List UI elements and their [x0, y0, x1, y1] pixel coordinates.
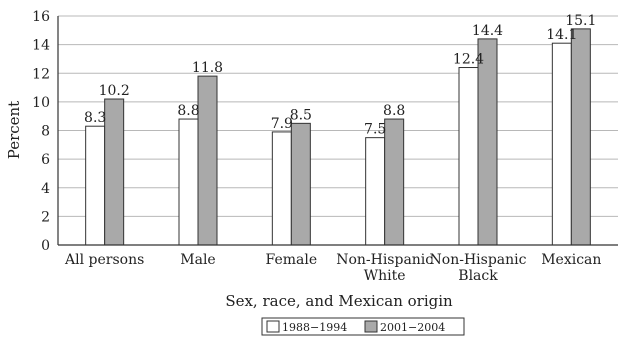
bars: [85, 28, 591, 246]
y-tick-label: 4: [41, 181, 50, 197]
bar-1988-1994: [551, 42, 572, 246]
category-label: Mexican: [541, 252, 601, 268]
y-tick-label: 10: [32, 95, 50, 111]
y-tick-label: 12: [32, 66, 50, 82]
bar-1988-1994: [178, 118, 199, 246]
category-label: All persons: [64, 252, 144, 268]
value-labels: 8.3 10.2 8.8 11.8 7.98.5 7.5 8.8 12.4 14.4 14.115…: [84, 13, 596, 138]
y-axis-ticks: 0 2 4 6 8 10 12 14 16: [32, 9, 50, 254]
bar-1988-1994: [365, 137, 386, 246]
value-label: 12.4: [453, 52, 484, 68]
value-label: 14.1: [546, 27, 577, 43]
value-label: 15.1: [565, 13, 596, 29]
y-tick-label: 2: [41, 209, 50, 225]
legend-label-2001-2004: 2001−2004: [380, 321, 445, 334]
value-label: 8.5: [290, 107, 312, 123]
value-label: 14.4: [472, 23, 503, 39]
x-axis-title: Sex, race, and Mexican origin: [225, 292, 453, 310]
bar-1988-1994: [458, 67, 479, 246]
legend-swatch-1988-1994: [266, 320, 280, 333]
legend-label-1988-1994: 1988−1994: [282, 321, 347, 334]
y-tick-label: 8: [41, 124, 50, 140]
bar-2001-2004: [104, 98, 125, 246]
bar-1988-1994: [85, 125, 106, 246]
y-tick-label: 14: [32, 38, 50, 54]
category-label: Non-Hispanic: [430, 252, 527, 268]
legend-swatch-2001-2004: [364, 320, 378, 333]
category-label: Male: [180, 252, 215, 268]
value-label: 8.3: [84, 110, 106, 126]
bar-2001-2004: [477, 38, 498, 246]
bar-2001-2004: [570, 28, 591, 246]
y-axis-title: Percent: [5, 101, 23, 159]
y-tick-label: 0: [41, 238, 50, 254]
value-label: 7.9: [271, 116, 293, 132]
bar-2001-2004: [290, 122, 311, 246]
value-label: 11.8: [192, 60, 223, 76]
legend-box: [261, 317, 465, 336]
value-label: 7.5: [364, 122, 386, 138]
category-label: Female: [266, 252, 318, 268]
bar-1988-1994: [271, 131, 292, 246]
legend: 1988−1994 2001−2004: [261, 317, 465, 336]
category-label: Black: [458, 268, 498, 284]
bar-2001-2004: [197, 75, 218, 246]
value-label: 8.8: [383, 103, 405, 119]
bar-2001-2004: [384, 118, 405, 246]
y-tick-label: 16: [32, 9, 50, 25]
category-label: Non-Hispanic: [336, 252, 433, 268]
value-label: 10.2: [99, 83, 130, 99]
y-tick-label: 6: [41, 152, 50, 168]
value-label: 8.8: [177, 103, 199, 119]
gridlines: [58, 15, 618, 217]
category-label: White: [364, 268, 406, 284]
x-axis-categories: All persons Male Female Non-HispanicWhiteNo…: [64, 252, 601, 284]
